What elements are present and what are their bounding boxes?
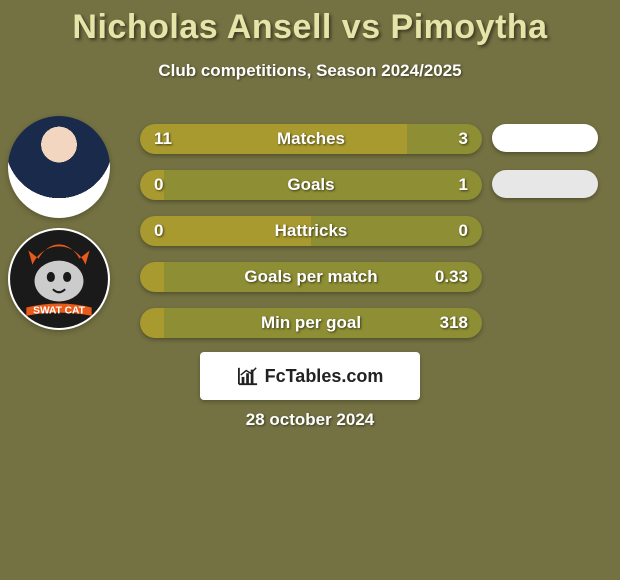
chart-icon — [237, 366, 259, 386]
stat-right-value: 1 — [459, 170, 468, 200]
avatar-column: SWAT CAT — [8, 116, 110, 340]
stat-row: Goals per match0.33 — [140, 262, 482, 292]
swat-cat-logo-icon: SWAT CAT — [8, 228, 110, 330]
stat-row: 0Hattricks0 — [140, 216, 482, 246]
stat-right-value: 318 — [440, 308, 468, 338]
logo-text: FcTables.com — [265, 366, 384, 387]
stat-row: 11Matches3 — [140, 124, 482, 154]
stat-pill — [492, 124, 598, 152]
comparison-bars: 11Matches30Goals10Hattricks0Goals per ma… — [140, 124, 482, 354]
stat-pill — [492, 170, 598, 198]
pill-column — [492, 124, 602, 216]
stat-label: Goals — [140, 170, 482, 200]
stat-label: Matches — [140, 124, 482, 154]
stat-right-value: 3 — [459, 124, 468, 154]
subtitle: Club competitions, Season 2024/2025 — [0, 61, 620, 81]
stat-label: Hattricks — [140, 216, 482, 246]
stat-label: Goals per match — [140, 262, 482, 292]
player-right-avatar: SWAT CAT — [8, 228, 110, 330]
page-title: Nicholas Ansell vs Pimoytha — [0, 0, 620, 47]
stat-label: Min per goal — [140, 308, 482, 338]
stat-row: Min per goal318 — [140, 308, 482, 338]
stat-right-value: 0.33 — [435, 262, 468, 292]
player-left-avatar — [8, 116, 110, 218]
date-label: 28 october 2024 — [0, 410, 620, 430]
fctables-logo: FcTables.com — [200, 352, 420, 400]
svg-text:SWAT CAT: SWAT CAT — [33, 306, 85, 317]
stat-row: 0Goals1 — [140, 170, 482, 200]
stat-right-value: 0 — [459, 216, 468, 246]
